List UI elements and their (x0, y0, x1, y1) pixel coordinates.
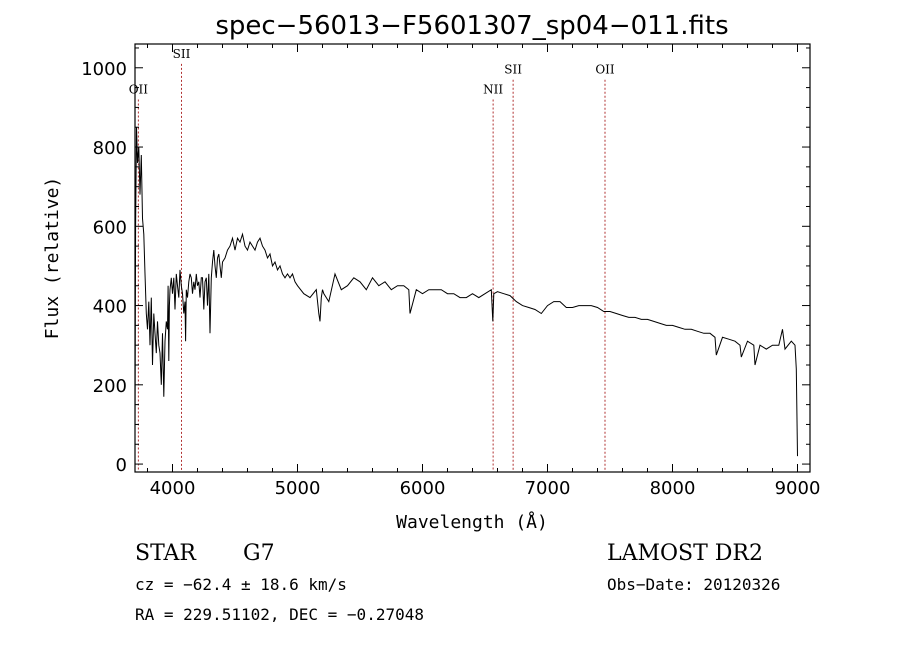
chart-title: spec−56013−F5601307_sp04−011.fits (215, 11, 728, 41)
y-tick-label: 400 (93, 297, 127, 318)
emission-line-label: SII (504, 63, 522, 77)
emission-line-label: SII (173, 47, 191, 61)
object-type: STAR (135, 541, 197, 566)
x-tick-label: 8000 (650, 478, 696, 499)
series-line-0 (134, 127, 798, 457)
x-tick-label: 9000 (775, 478, 821, 499)
series-group (134, 127, 798, 457)
x-tick-label: 7000 (525, 478, 571, 499)
x-axis: 4000 5000 6000 7000 8000 9000 (147, 44, 821, 499)
y-tick-label: 0 (116, 455, 127, 476)
x-axis-label: Wavelength (Å) (396, 511, 548, 533)
emission-line-label: NII (483, 83, 503, 97)
emission-line-label: OII (129, 83, 149, 97)
x-tick-label: 4000 (150, 478, 196, 499)
x-tick-label: 6000 (400, 478, 446, 499)
emission-line-label: OII (595, 63, 615, 77)
redshift-text: cz = −62.4 ± 18.6 km/s (135, 575, 347, 594)
object-subclass: G7 (243, 541, 275, 566)
y-tick-label: 1000 (81, 59, 127, 80)
obs-date: Obs−Date: 20120326 (607, 575, 780, 594)
y-tick-label: 200 (93, 376, 127, 397)
coordinates-text: RA = 229.51102, DEC = −0.27048 (135, 605, 424, 624)
y-axis: 0 200 400 600 800 1000 (81, 47, 810, 476)
y-tick-label: 600 (93, 217, 127, 238)
y-axis-label: Flux (relative) (42, 177, 63, 340)
survey-name: LAMOST DR2 (607, 541, 763, 566)
y-tick-label: 800 (93, 138, 127, 159)
x-tick-label: 5000 (275, 478, 321, 499)
plot-frame (134, 43, 811, 473)
